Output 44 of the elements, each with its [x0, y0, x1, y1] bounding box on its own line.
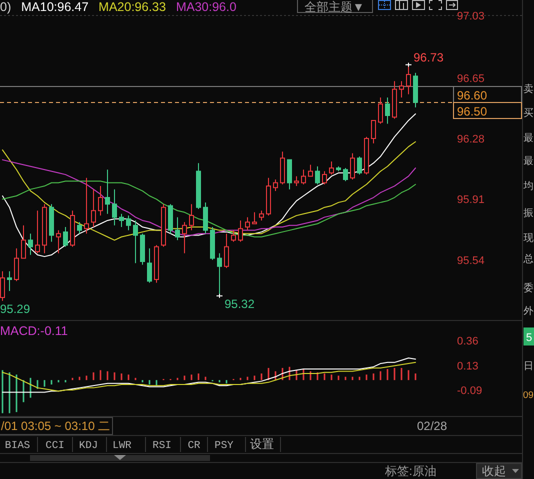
text: 收起	[482, 464, 506, 478]
y-tick-label: 0.36	[457, 335, 478, 348]
text: 现	[524, 233, 534, 244]
text: /01 03:05 ~ 03:10 二	[1, 419, 110, 433]
y-tick-label: -0.09	[457, 385, 482, 398]
annotation: 95.32	[224, 296, 255, 311]
y-tick-label: 97.03	[457, 10, 485, 22]
text: 09	[523, 390, 534, 401]
text: MA10:96.47	[21, 0, 89, 14]
text: PSY	[214, 440, 234, 452]
text: 均	[522, 180, 534, 192]
text: 最	[524, 133, 534, 144]
text: KDJ	[79, 440, 98, 452]
y-tick-label: 0.13	[457, 360, 478, 373]
annotation: 96.73	[414, 50, 444, 65]
y-tick-label: 95.54	[457, 254, 485, 267]
text: 设置	[250, 437, 274, 451]
text: 振	[524, 207, 534, 219]
text: 96.60	[457, 88, 488, 102]
text: 最	[524, 156, 534, 167]
text: 标签:原油	[384, 464, 436, 478]
text: 全部主题▼	[304, 0, 364, 14]
chart-title: MACD:-0.11	[0, 324, 68, 338]
text: 外	[524, 306, 534, 317]
annotation: 95.29	[0, 302, 30, 316]
text: 委	[524, 282, 534, 294]
y-tick-label: 95.91	[457, 194, 485, 206]
text: 买	[524, 108, 534, 119]
text: RSI	[152, 440, 172, 452]
text: CR	[188, 440, 201, 452]
text: MA20:96.33	[98, 0, 166, 14]
y-tick-label: 96.65	[457, 72, 485, 85]
text: MA30:96.0	[176, 0, 236, 14]
text: 5	[526, 332, 532, 344]
text: 日	[524, 361, 534, 372]
text: 卖	[524, 83, 534, 95]
text: 0)	[0, 0, 12, 14]
y-tick-label: 96.28	[457, 133, 485, 146]
text: 总	[522, 253, 534, 265]
text: LWR	[112, 440, 132, 452]
text: CCI	[46, 440, 64, 452]
text: BIAS	[4, 440, 30, 452]
text: 96.50	[457, 104, 488, 118]
text: 02/28	[417, 419, 448, 433]
